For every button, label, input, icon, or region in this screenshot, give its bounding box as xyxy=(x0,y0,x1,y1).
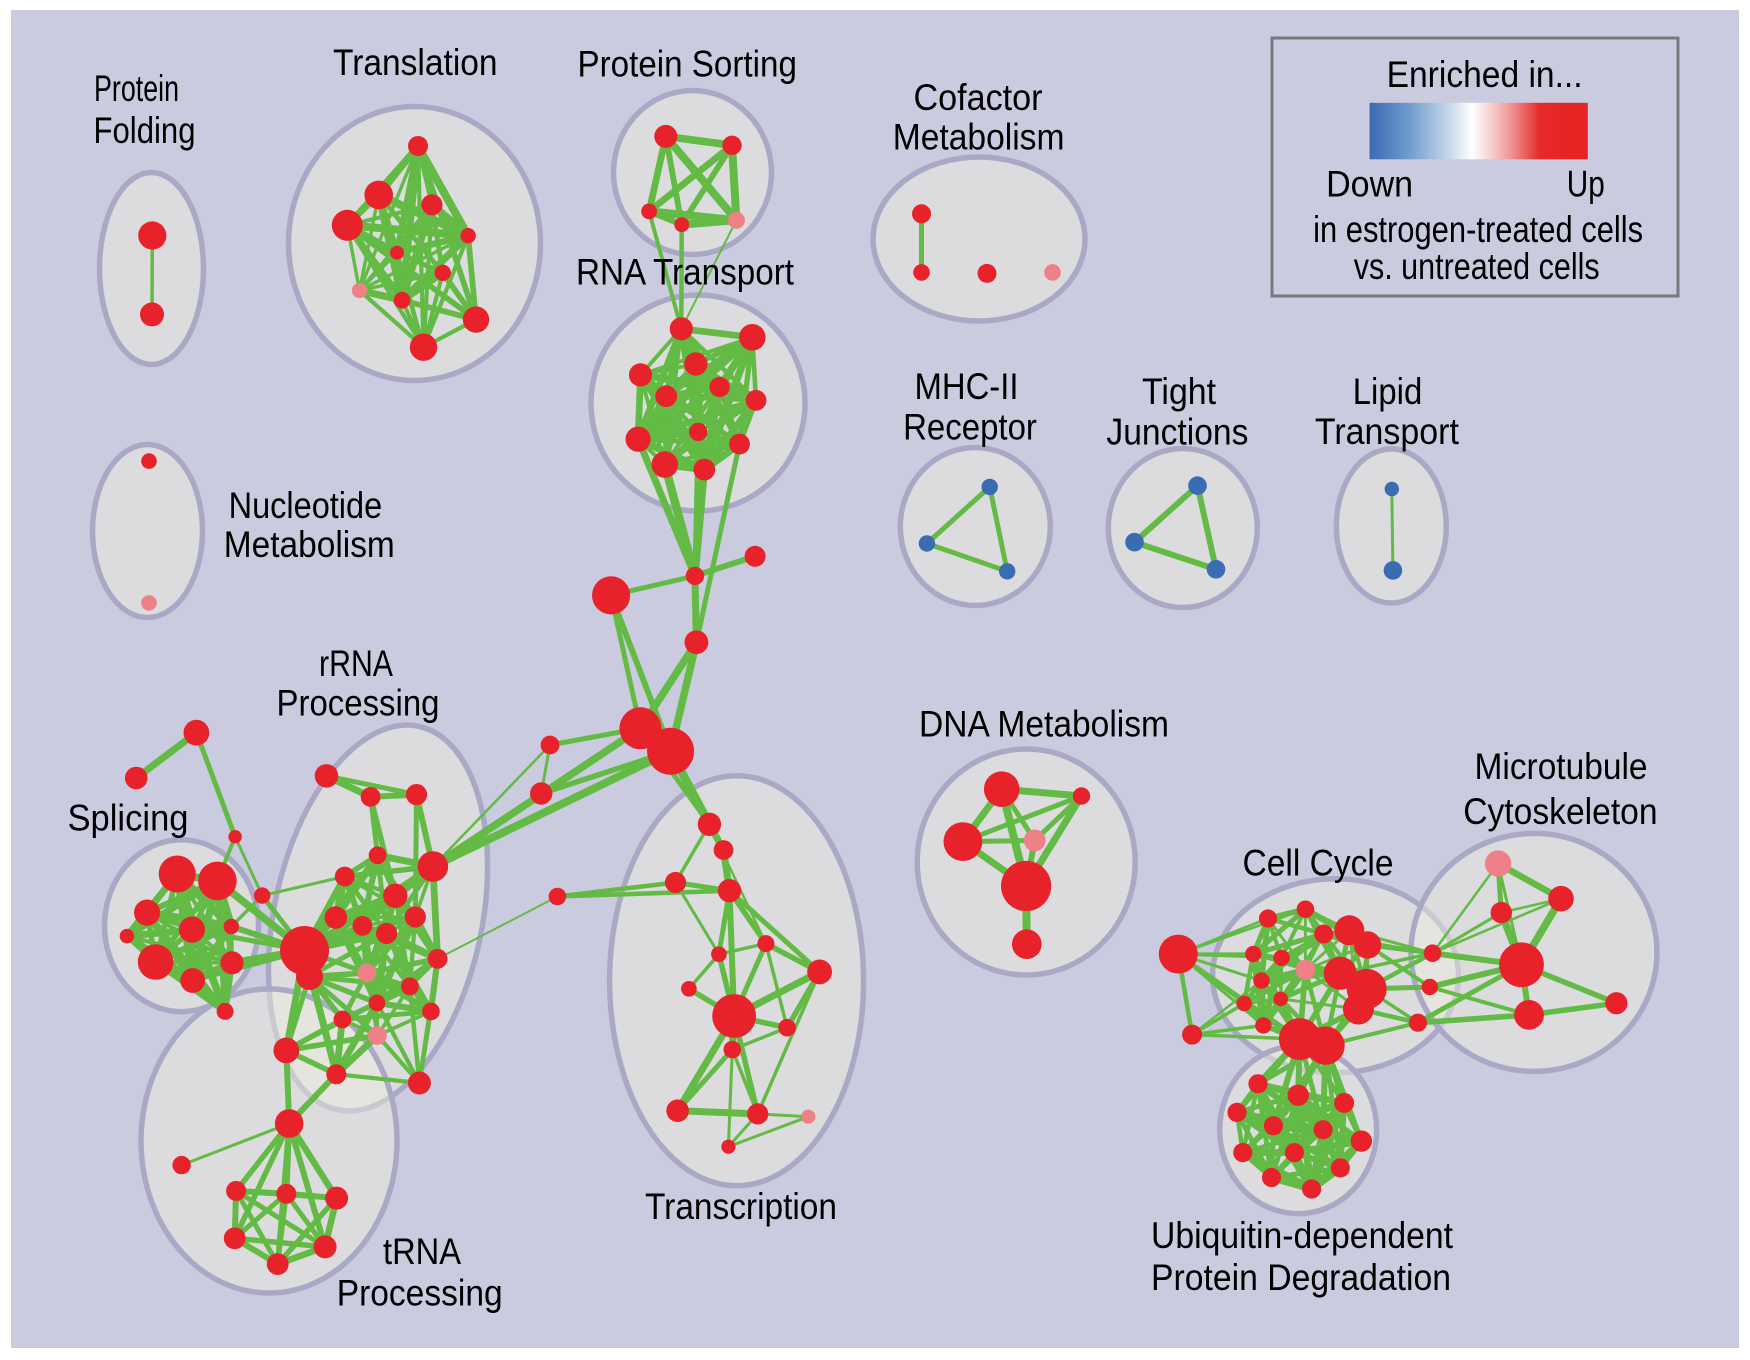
svg-text:Lipid: Lipid xyxy=(1353,371,1423,412)
svg-text:Protein Sorting: Protein Sorting xyxy=(578,44,797,85)
svg-text:Metabolism: Metabolism xyxy=(224,524,395,565)
svg-text:Nucleotide: Nucleotide xyxy=(229,485,383,526)
svg-text:in estrogen-treated cells: in estrogen-treated cells xyxy=(1313,209,1643,250)
svg-text:Transcription: Transcription xyxy=(645,1186,837,1227)
svg-text:Tight: Tight xyxy=(1142,371,1217,412)
svg-text:Enriched in...: Enriched in... xyxy=(1387,54,1583,95)
svg-text:DNA Metabolism: DNA Metabolism xyxy=(919,704,1169,745)
svg-text:Junctions: Junctions xyxy=(1106,412,1248,453)
svg-text:Protein Degradation: Protein Degradation xyxy=(1151,1257,1451,1298)
svg-text:vs. untreated cells: vs. untreated cells xyxy=(1354,246,1600,287)
svg-text:Processing: Processing xyxy=(337,1273,503,1314)
svg-text:Up: Up xyxy=(1567,164,1605,205)
svg-text:Protein: Protein xyxy=(94,68,179,109)
svg-text:Processing: Processing xyxy=(277,683,440,724)
svg-text:Receptor: Receptor xyxy=(903,407,1037,448)
svg-text:Ubiquitin-dependent: Ubiquitin-dependent xyxy=(1151,1215,1454,1256)
svg-text:Folding: Folding xyxy=(94,110,196,151)
svg-text:Translation: Translation xyxy=(333,42,498,83)
svg-text:MHC-II: MHC-II xyxy=(915,366,1019,407)
svg-text:Transport: Transport xyxy=(1315,411,1460,452)
svg-text:Metabolism: Metabolism xyxy=(893,116,1065,157)
svg-text:Splicing: Splicing xyxy=(68,798,189,839)
svg-text:Cofactor: Cofactor xyxy=(914,77,1043,118)
svg-text:RNA Transport: RNA Transport xyxy=(576,252,795,293)
svg-text:Cytoskeleton: Cytoskeleton xyxy=(1463,791,1657,832)
svg-text:Down: Down xyxy=(1326,164,1413,205)
svg-text:Microtubule: Microtubule xyxy=(1475,746,1648,787)
svg-text:rRNA: rRNA xyxy=(319,643,393,684)
svg-text:Cell Cycle: Cell Cycle xyxy=(1243,842,1394,883)
svg-text:tRNA: tRNA xyxy=(383,1231,461,1272)
